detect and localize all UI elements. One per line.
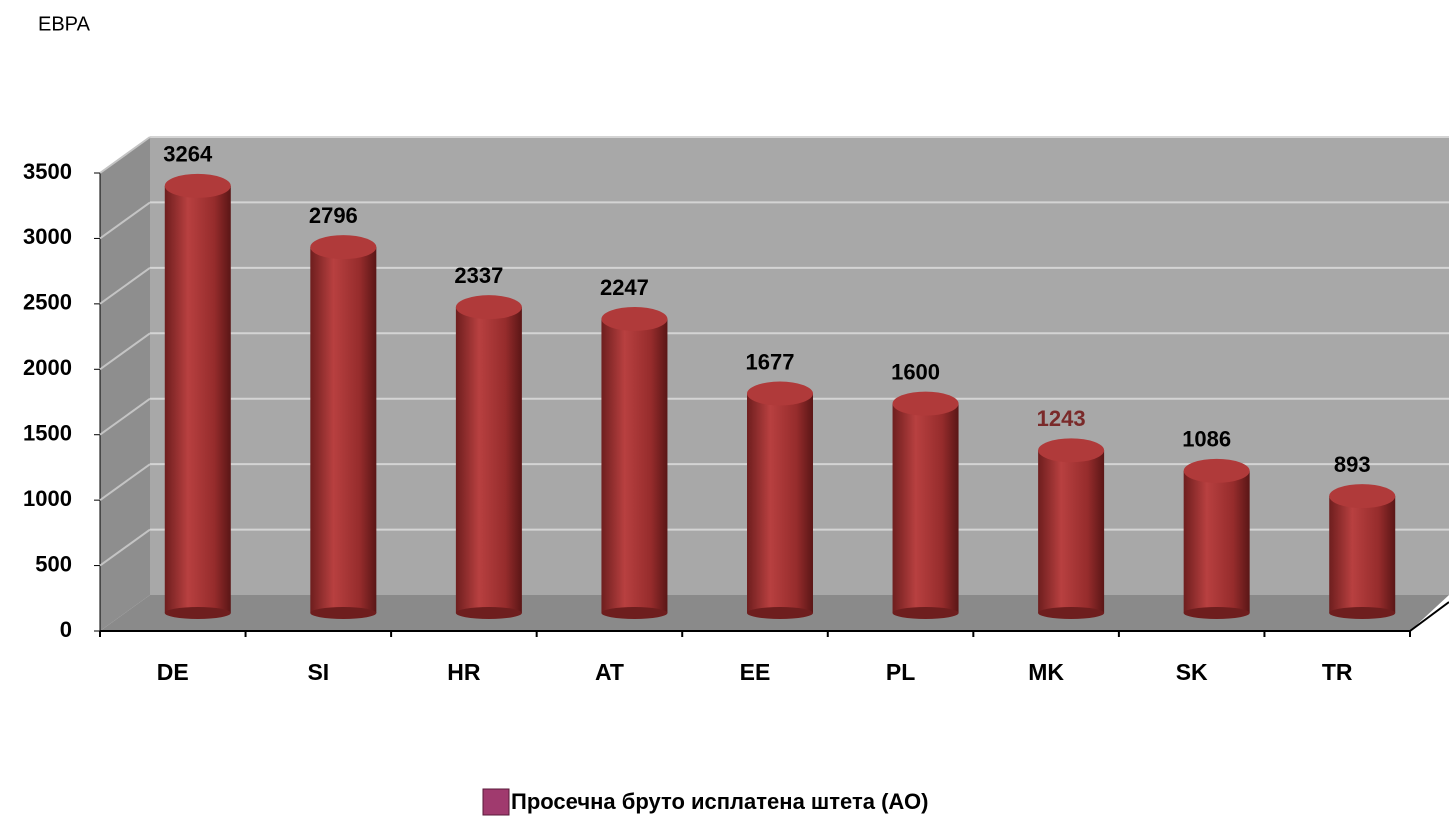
bar <box>164 185 231 614</box>
bar <box>601 318 668 613</box>
value-label: 2796 <box>309 203 358 228</box>
bar-base <box>1183 607 1250 619</box>
value-label: 1086 <box>1182 427 1231 452</box>
y-tick-label: 0 <box>60 617 72 642</box>
x-tick-label: HR <box>447 659 481 685</box>
legend-swatch <box>482 788 510 816</box>
bar-base <box>892 607 959 619</box>
bar-base <box>747 607 813 619</box>
legend-box <box>430 778 1020 820</box>
value-label: 1243 <box>1037 406 1086 431</box>
bar-cap <box>1329 484 1396 509</box>
y-tick-label: 1000 <box>23 486 72 511</box>
bar-cap <box>310 235 377 260</box>
bar-cap <box>164 173 231 198</box>
bar-cap <box>455 295 522 320</box>
chart-title: ЕВРА <box>38 13 91 35</box>
grid-line-side <box>99 267 151 305</box>
y-tick-label: 1500 <box>23 421 72 446</box>
bar-base <box>455 607 522 619</box>
x-tick-label: DE <box>157 659 189 685</box>
bar <box>1038 450 1105 613</box>
y-tick-label: 2500 <box>23 290 72 315</box>
y-tick-label: 2000 <box>23 355 72 380</box>
bar <box>892 403 959 613</box>
grid-line-side <box>99 528 151 567</box>
x-tick-label: MK <box>1028 659 1064 685</box>
bar <box>1329 496 1396 613</box>
bar-base <box>1038 607 1105 619</box>
x-tick-label: AT <box>595 659 624 685</box>
grid-line-side <box>99 397 151 436</box>
side-wall <box>100 137 150 631</box>
bar <box>747 393 813 613</box>
x-tick-label: EE <box>740 659 771 685</box>
bar <box>310 247 377 614</box>
x-tick-label: PL <box>886 659 915 685</box>
y-tick-label: 3500 <box>23 159 72 184</box>
bar-base <box>1329 607 1396 619</box>
grid-line-side <box>99 201 151 240</box>
bar-cap <box>1183 458 1250 483</box>
bar-base <box>310 607 377 619</box>
y-tick-label: 500 <box>35 551 72 576</box>
bar-cap <box>601 306 668 331</box>
grid-line-side <box>99 136 151 174</box>
value-label: 893 <box>1334 452 1371 477</box>
value-label: 1600 <box>891 359 940 384</box>
bar <box>1183 470 1250 613</box>
legend-label: Просечна бруто исплатена штета (АО) <box>511 789 928 814</box>
x-axis-depth <box>1409 601 1449 632</box>
x-tick-label: TR <box>1322 659 1353 685</box>
grid-line-side <box>99 463 151 501</box>
value-label: 1677 <box>746 349 795 374</box>
grid-line-side <box>99 332 151 371</box>
x-tick-label: SI <box>307 659 329 685</box>
bar-base <box>164 607 231 619</box>
bar <box>455 307 522 613</box>
value-label: 3264 <box>163 142 213 167</box>
value-label: 2337 <box>454 263 503 288</box>
value-label: 2247 <box>600 275 649 300</box>
bar-cap <box>892 391 959 416</box>
bar-cap <box>747 381 813 406</box>
bar-base <box>601 607 668 619</box>
x-tick-label: SK <box>1176 659 1208 685</box>
y-tick-label: 3000 <box>23 224 72 249</box>
bar-cap <box>1038 438 1105 463</box>
